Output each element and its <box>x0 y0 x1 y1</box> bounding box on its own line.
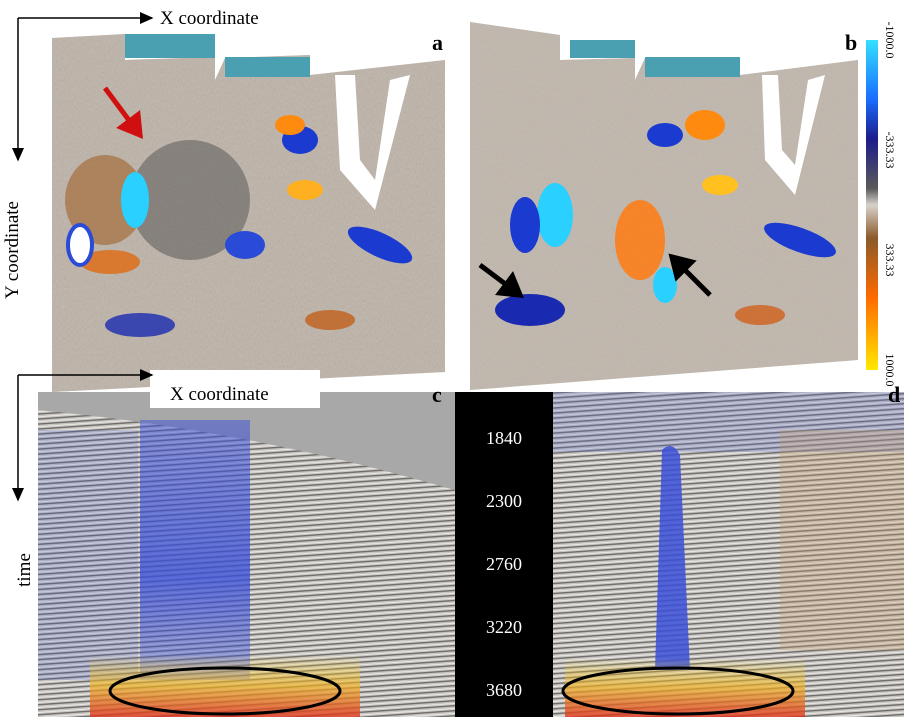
blob <box>685 110 725 140</box>
figure: a b -1000.0 -333.33 333.33 1000.0 c 1840… <box>0 0 904 717</box>
blob <box>615 200 665 280</box>
blob <box>647 123 683 147</box>
blob <box>68 225 92 265</box>
panel-label: d <box>888 382 900 407</box>
blob <box>537 183 573 247</box>
time-tick: 3680 <box>486 680 522 700</box>
hot-zone <box>90 655 360 717</box>
panel-c: c <box>38 382 455 717</box>
top-strip <box>570 40 635 58</box>
panel-label: a <box>432 30 443 55</box>
top-strip <box>645 57 740 77</box>
time-strip: 1840 2300 2760 3220 3680 <box>455 392 553 717</box>
colorbar-tick: -333.33 <box>883 132 897 169</box>
axis-label: time <box>14 553 35 587</box>
blob <box>495 294 565 326</box>
panel-label: c <box>432 382 442 407</box>
time-tick: 2300 <box>486 491 522 511</box>
blob <box>225 231 265 259</box>
axis-label: X coordinate <box>160 8 259 29</box>
blob <box>287 180 323 200</box>
panel-b: b <box>470 22 858 390</box>
colorbar-tick: 333.33 <box>883 244 897 277</box>
blob <box>305 310 355 330</box>
panel-d: d <box>553 382 904 717</box>
colorbar: -1000.0 -333.33 333.33 1000.0 <box>866 22 897 387</box>
blue-haze <box>38 430 138 680</box>
top-strip <box>225 57 310 77</box>
colorbar-gradient <box>866 40 878 370</box>
blob <box>510 197 540 253</box>
panel-a: a <box>52 30 445 392</box>
blob <box>702 175 738 195</box>
blob <box>121 172 149 228</box>
top-strip <box>125 34 215 58</box>
brown-haze <box>780 430 904 650</box>
blob <box>653 267 677 303</box>
blue-anomaly <box>140 420 250 680</box>
blob <box>735 305 785 325</box>
panel-label: b <box>845 30 857 55</box>
time-tick: 1840 <box>486 428 522 448</box>
blob <box>105 313 175 337</box>
axis-label: X coordinate <box>170 384 269 405</box>
time-tick: 3220 <box>486 617 522 637</box>
blob <box>275 115 305 135</box>
axis-label: Y coordinate <box>2 201 23 299</box>
colorbar-tick: -1000.0 <box>883 22 897 59</box>
time-tick: 2760 <box>486 554 522 574</box>
